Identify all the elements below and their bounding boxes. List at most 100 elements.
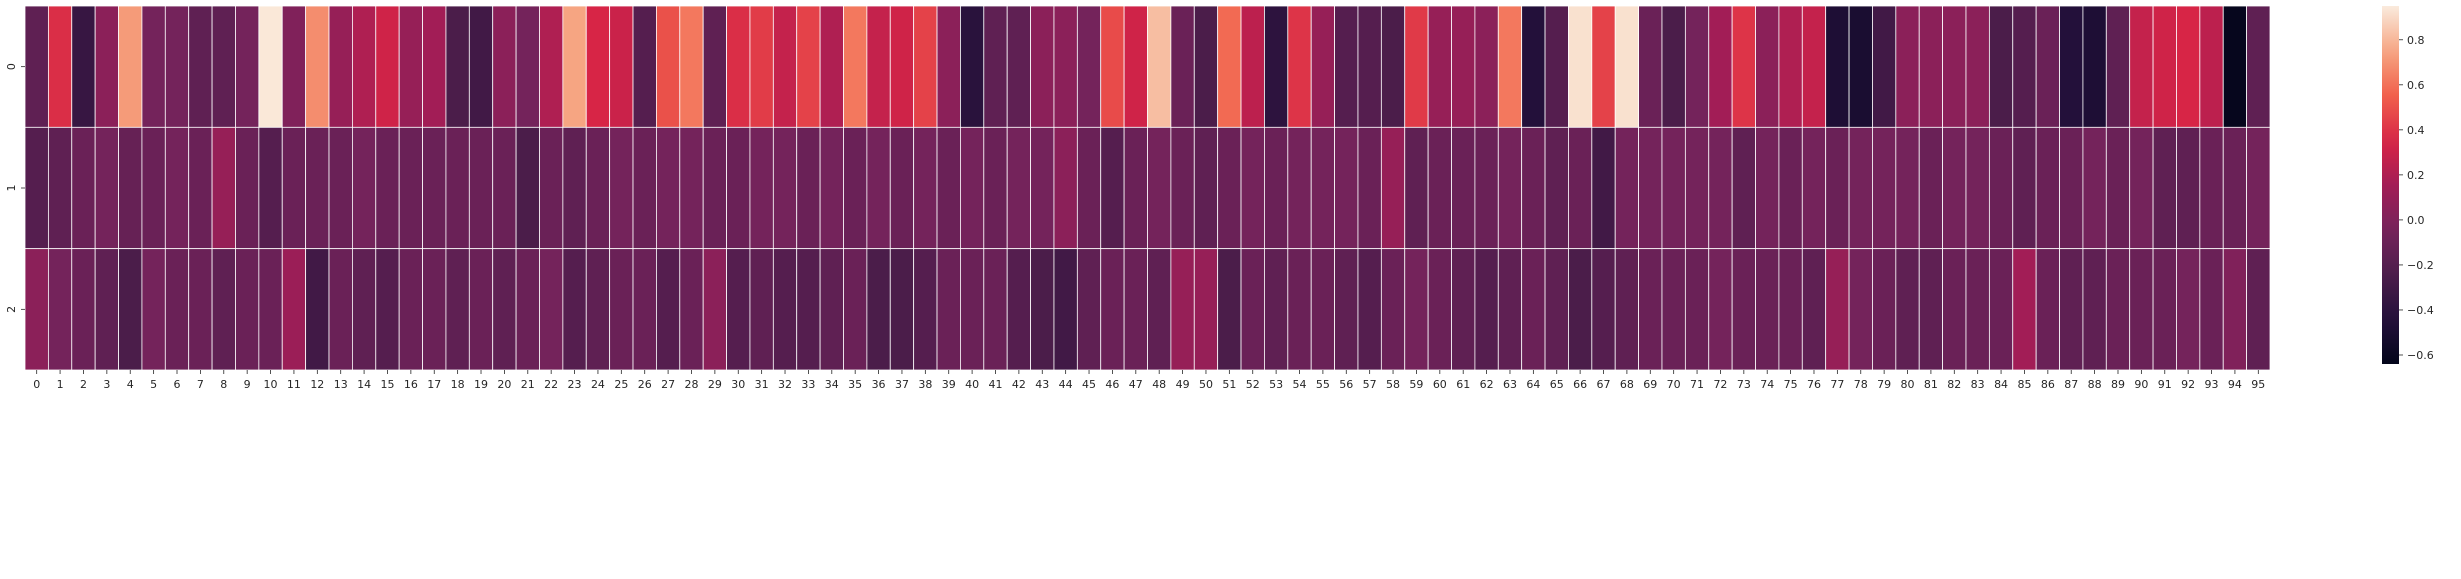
y-tick-label: 2 [5, 306, 18, 313]
x-tick-label: 52 [1246, 378, 1260, 391]
heatmap-cell-r2-c31 [749, 248, 774, 371]
heatmap-cell-r0-c3 [94, 5, 119, 128]
heatmap-cell-r2-c49 [1170, 248, 1195, 371]
heatmap-cell-r2-c9 [235, 248, 260, 371]
heatmap-cell-r1-c15 [375, 126, 400, 250]
heatmap-cell-r1-c21 [515, 126, 540, 250]
heatmap-cell-r1-c49 [1170, 126, 1195, 250]
heatmap-cell-r0-c36 [866, 5, 891, 128]
heatmap-cell-r1-c50 [1193, 126, 1219, 250]
heatmap-cell-r1-c80 [1895, 126, 1920, 250]
heatmap-cell-r1-c66 [1568, 126, 1593, 250]
x-tick-label: 35 [848, 378, 862, 391]
heatmap-cell-r2-c92 [2176, 248, 2201, 371]
heatmap-cell-r2-c11 [281, 248, 307, 371]
heatmap-cell-r2-c63 [1497, 248, 1523, 371]
x-tick-label: 6 [174, 378, 181, 391]
heatmap-cell-r2-c26 [632, 248, 657, 371]
heatmap-cell-r2-c71 [1684, 248, 1710, 371]
x-tick-label: 54 [1293, 378, 1307, 391]
heatmap-cell-r0-c21 [515, 5, 540, 128]
x-tick-label: 34 [825, 378, 839, 391]
heatmap-cell-r0-c69 [1638, 5, 1663, 128]
heatmap-cell-r0-c64 [1521, 5, 1546, 128]
x-tick-label: 20 [497, 378, 511, 391]
x-tick-label: 55 [1316, 378, 1330, 391]
x-tick-label: 15 [380, 378, 394, 391]
x-tick-label: 84 [1994, 378, 2008, 391]
heatmap-cell-r0-c57 [1357, 5, 1382, 128]
heatmap-cell-r2-c25 [609, 248, 634, 371]
x-tick-label: 79 [1877, 378, 1891, 391]
x-tick-label: 11 [287, 378, 301, 391]
x-tick-label: 5 [150, 378, 157, 391]
heatmap-cell-r2-c95 [2246, 248, 2271, 371]
x-tick-label: 53 [1269, 378, 1283, 391]
x-tick-label: 76 [1807, 378, 1821, 391]
heatmap-cell-r0-c43 [1030, 5, 1055, 128]
x-tick-label: 61 [1456, 378, 1470, 391]
heatmap-cell-r1-c87 [2059, 126, 2084, 250]
heatmap-cell-r1-c10 [258, 126, 283, 250]
heatmap-cell-r0-c79 [1872, 5, 1897, 128]
heatmap-cell-r0-c76 [1801, 5, 1827, 128]
x-axis-ticks: 0 1 2 3 4 5 6 7 8 9 10 11 12 13 14 15 16 17 18 19 20 21 22 23 24… [33, 370, 2265, 391]
x-tick-label: 27 [661, 378, 675, 391]
heatmap-cell-r1-c69 [1638, 126, 1663, 250]
x-tick-label: 62 [1480, 378, 1494, 391]
heatmap-cell-r2-c5 [141, 248, 166, 371]
heatmap-cell-r1-c14 [351, 126, 377, 250]
heatmap-cell-r2-c90 [2129, 248, 2154, 371]
heatmap-cell-r1-c79 [1872, 126, 1897, 250]
heatmap-cell-r1-c90 [2129, 126, 2154, 250]
heatmap-cell-r1-c57 [1357, 126, 1382, 250]
heatmap-cell-r1-c67 [1591, 126, 1616, 250]
heatmap-cell-r2-c56 [1334, 248, 1359, 371]
heatmap-cell-r2-c21 [515, 248, 540, 371]
heatmap-cell-r0-c33 [796, 5, 821, 128]
heatmap-cell-r0-c37 [889, 5, 915, 128]
x-tick-label: 0 [33, 378, 40, 391]
x-tick-label: 74 [1760, 378, 1774, 391]
heatmap-cell-r2-c3 [94, 248, 119, 371]
heatmap-cell-r2-c42 [1006, 248, 1031, 371]
heatmap-cell-r0-c87 [2059, 5, 2084, 128]
x-tick-label: 66 [1573, 378, 1587, 391]
x-tick-label: 67 [1597, 378, 1611, 391]
x-tick-label: 18 [451, 378, 465, 391]
heatmap-cell-r0-c48 [1147, 5, 1172, 128]
heatmap-cell-r1-c31 [749, 126, 774, 250]
heatmap-cell-r0-c67 [1591, 5, 1616, 128]
heatmap-cell-r0-c63 [1497, 5, 1523, 128]
heatmap-cell-r0-c32 [772, 5, 798, 128]
heatmap-cell-r0-c27 [656, 5, 681, 128]
heatmap-cell-r2-c38 [913, 248, 938, 371]
heatmap-cell-r2-c34 [819, 248, 844, 371]
heatmap-cell-r0-c41 [983, 5, 1008, 128]
heatmap-cell-r2-c43 [1030, 248, 1055, 371]
heatmap-cell-r2-c72 [1708, 248, 1733, 371]
heatmap-cell-r2-c62 [1474, 248, 1499, 371]
x-tick-label: 80 [1901, 378, 1915, 391]
heatmap-cell-r0-c0 [24, 5, 49, 128]
x-tick-label: 29 [708, 378, 722, 391]
heatmap-cell-r2-c55 [1310, 248, 1335, 371]
heatmap-cell-r0-c14 [351, 5, 377, 128]
heatmap-cell-r0-c95 [2246, 5, 2271, 128]
heatmap-cell-r0-c71 [1684, 5, 1710, 128]
heatmap-cell-r1-c20 [492, 126, 517, 250]
x-tick-label: 31 [755, 378, 769, 391]
heatmap-cell-r1-c29 [702, 126, 727, 250]
heatmap-cell-r1-c78 [1848, 126, 1873, 250]
x-tick-label: 81 [1924, 378, 1938, 391]
heatmap-cell-r1-c16 [398, 126, 423, 250]
heatmap-cell-r0-c47 [1123, 5, 1148, 128]
heatmap-cell-r2-c16 [398, 248, 423, 371]
colorbar: 0.8 0.6 0.4 0.2 0.0 −0.2 −0.4 −0.6 [2382, 6, 2434, 364]
x-tick-label: 57 [1363, 378, 1377, 391]
x-tick-label: 88 [2088, 378, 2102, 391]
heatmap-cell-r2-c77 [1825, 248, 1850, 371]
heatmap-cell-r0-c61 [1451, 5, 1476, 128]
heatmap-cell-r0-c19 [468, 5, 494, 128]
x-tick-label: 40 [965, 378, 979, 391]
